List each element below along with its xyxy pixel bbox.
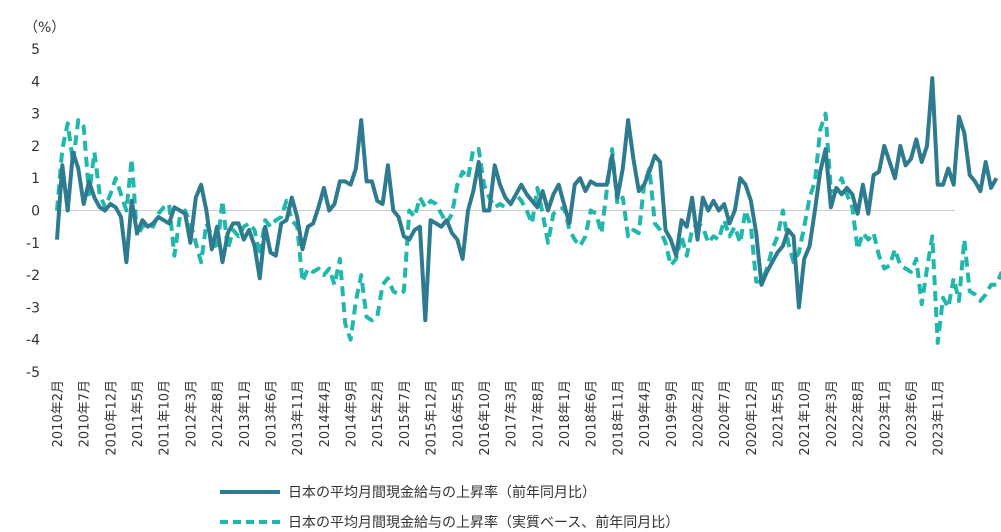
x-tick-label: 2015年2月 — [371, 380, 386, 447]
y-tick-label: -4 — [26, 333, 40, 349]
y-tick-label: -3 — [26, 300, 40, 316]
x-tick-label: 2013年6月 — [264, 380, 279, 447]
x-tick-label: 2022年8月 — [852, 380, 867, 447]
legend-item-real: 日本の平均月間現金給与の上昇率（実質ベース、前年同月比） — [220, 512, 679, 532]
y-axis-ticks: 5 4 3 2 1 0 -1 -2 -3 -4 -5 — [26, 42, 40, 381]
y-tick-label: -5 — [26, 365, 40, 381]
x-tick-label: 2012年8月 — [211, 380, 226, 447]
x-tick-label: 2014年4月 — [318, 380, 333, 447]
x-tick-label: 2012年3月 — [184, 380, 199, 447]
legend-label-nominal: 日本の平均月間現金給与の上昇率（前年同月比） — [288, 485, 596, 501]
x-tick-label: 2018年11月 — [611, 380, 626, 456]
x-tick-label: 2010年7月 — [78, 380, 93, 447]
x-tick-label: 2023年6月 — [905, 380, 920, 447]
x-tick-label: 2011年5月 — [131, 380, 146, 447]
y-tick-label: 0 — [31, 204, 40, 220]
y-tick-label: -2 — [26, 268, 40, 284]
x-tick-label: 2010年12月 — [104, 380, 119, 456]
y-tick-label: 1 — [31, 171, 40, 187]
x-tick-label: 2013年11月 — [291, 380, 306, 456]
x-tick-label: 2018年1月 — [558, 380, 573, 447]
legend-label-real: 日本の平均月間現金給与の上昇率（実質ベース、前年同月比） — [288, 515, 680, 531]
y-tick-label: 5 — [31, 42, 40, 58]
legend-swatch-dashed — [220, 520, 280, 524]
x-tick-label: 2021年10月 — [798, 380, 813, 456]
x-tick-label: 2023年1月 — [878, 380, 893, 447]
series-line-real — [55, 111, 1001, 345]
x-tick-label: 2020年2月 — [691, 380, 706, 447]
x-tick-label: 2019年9月 — [665, 380, 680, 447]
x-tick-label: 2016年10月 — [478, 380, 493, 456]
x-tick-label: 2020年7月 — [718, 380, 733, 447]
x-tick-label: 2023年11月 — [932, 380, 947, 456]
x-tick-label: 2017年8月 — [531, 380, 546, 447]
x-tick-label: 2017年3月 — [505, 380, 520, 447]
x-tick-label: 2013年1月 — [238, 380, 253, 447]
x-tick-label: 2018年6月 — [585, 380, 600, 447]
x-tick-label: 2015年12月 — [425, 380, 440, 456]
y-tick-label: 2 — [31, 139, 40, 155]
y-unit-label: （%） — [24, 20, 65, 36]
series-lines — [55, 76, 1001, 345]
x-tick-label: 2020年12月 — [745, 380, 760, 456]
x-tick-label: 2011年10月 — [158, 380, 173, 456]
x-tick-label: 2019年4月 — [638, 380, 653, 447]
x-tick-label: 2014年9月 — [345, 380, 360, 447]
x-tick-label: 2010年2月 — [51, 380, 66, 447]
legend-swatch-solid — [220, 490, 280, 494]
x-tick-label: 2015年7月 — [398, 380, 413, 447]
y-tick-label: 3 — [31, 107, 40, 123]
legend-item-nominal: 日本の平均月間現金給与の上昇率（前年同月比） — [220, 482, 596, 502]
series-line-nominal — [55, 76, 999, 323]
y-tick-label: -1 — [26, 236, 40, 252]
x-tick-label: 2016年5月 — [451, 380, 466, 447]
x-tick-label: 2022年3月 — [825, 380, 840, 447]
x-axis-ticks: 2010年2月 2010年7月 2010年12月 2011年5月 2011年10月 201… — [51, 380, 947, 456]
x-tick-label: 2021年5月 — [772, 380, 787, 447]
y-tick-label: 4 — [31, 74, 40, 90]
